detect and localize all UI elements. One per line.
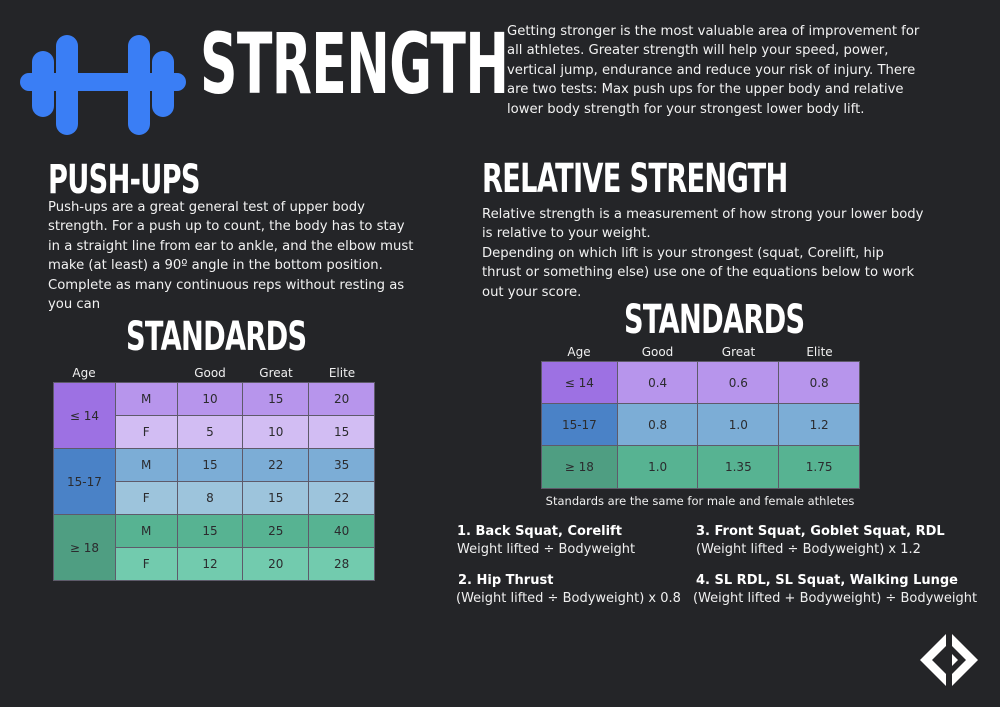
equation-title: 4. SL RDL, SL Squat, Walking Lunge — [696, 573, 958, 588]
elite-cell: 1.75 — [778, 445, 860, 489]
relative-title: RELATIVE STRENGTH — [482, 156, 788, 202]
equation-title: 1. Back Squat, Corelift — [457, 524, 622, 539]
good-cell: 10 — [176, 382, 244, 416]
elite-cell: 35 — [308, 448, 375, 482]
elite-cell: 1.2 — [778, 403, 860, 446]
relative-col-elite: Elite — [806, 345, 833, 359]
good-cell: 5 — [176, 415, 244, 449]
elite-cell: 28 — [308, 547, 375, 581]
equation-title: 2. Hip Thrust — [458, 573, 554, 588]
pushups-standards-table: ≤ 14 M 10 15 20 F 5 10 15 15-17 M 15 22 … — [53, 382, 375, 581]
elite-cell: 22 — [308, 481, 375, 515]
age-cell: ≤ 14 — [53, 382, 116, 449]
sex-cell: F — [114, 547, 178, 581]
relative-col-good: Good — [641, 345, 674, 359]
table-row: ≤ 14 0.4 0.6 0.8 — [541, 361, 860, 404]
pushups-col-age: Age — [72, 366, 96, 380]
elite-cell: 15 — [308, 415, 375, 449]
great-cell: 22 — [242, 448, 310, 482]
table-row: 15-17 0.8 1.0 1.2 — [541, 403, 860, 446]
equation-4: 4. SL RDL, SL Squat, Walking Lunge (Weig… — [693, 573, 977, 606]
relative-description-2: Depending on which lift is your stronges… — [482, 246, 915, 300]
pushups-description: Push-ups are a great general test of upp… — [48, 200, 414, 313]
pushups-standards-title: STANDARDS — [126, 314, 307, 360]
equation-1: 1. Back Squat, Corelift Weight lifted ÷ … — [457, 524, 635, 557]
great-cell: 25 — [242, 514, 310, 548]
great-cell: 1.35 — [697, 445, 780, 489]
sex-cell: M — [114, 448, 178, 482]
table-row: ≤ 14 M 10 15 20 — [53, 382, 375, 449]
relative-standards-title: STANDARDS — [624, 297, 805, 343]
good-cell: 12 — [176, 547, 244, 581]
pushups-col-great: Great — [259, 366, 293, 380]
intro-text: Getting stronger is the most valuable ar… — [507, 24, 920, 117]
table-row: ≥ 18 1.0 1.35 1.75 — [541, 445, 860, 489]
good-cell: 1.0 — [616, 445, 699, 489]
great-cell: 20 — [242, 547, 310, 581]
great-cell: 10 — [242, 415, 310, 449]
equation-formula: (Weight lifted ÷ Bodyweight) x 0.8 — [456, 591, 681, 606]
age-cell: ≤ 14 — [541, 361, 618, 404]
sex-cell: F — [114, 481, 178, 515]
great-cell: 0.6 — [697, 361, 780, 404]
good-cell: 0.8 — [616, 403, 699, 446]
age-cell: 15-17 — [541, 403, 618, 446]
table-row: ≥ 18 M 15 25 40 — [53, 514, 375, 581]
elite-cell: 0.8 — [778, 361, 860, 404]
age-cell: ≥ 18 — [541, 445, 618, 489]
age-cell: ≥ 18 — [53, 514, 116, 581]
pushups-col-good: Good — [194, 366, 226, 380]
equation-formula: (Weight lifted + Bodyweight) ÷ Bodyweigh… — [693, 591, 978, 606]
great-cell: 15 — [242, 382, 310, 416]
sex-cell: M — [114, 382, 178, 416]
pushups-col-elite: Elite — [328, 366, 356, 380]
age-cell: 15-17 — [53, 448, 116, 515]
page-title: STRENGTH — [200, 15, 509, 113]
equation-title: 3. Front Squat, Goblet Squat, RDL — [696, 524, 945, 539]
great-cell: 1.0 — [697, 403, 780, 446]
equation-3: 3. Front Squat, Goblet Squat, RDL (Weigh… — [696, 524, 945, 557]
good-cell: 8 — [176, 481, 244, 515]
equation-2: 2. Hip Thrust (Weight lifted ÷ Bodyweigh… — [456, 573, 681, 606]
relative-standards-table: ≤ 14 0.4 0.6 0.8 15-17 0.8 1.0 1.2 ≥ 18 … — [541, 361, 860, 489]
sex-cell: F — [114, 415, 178, 449]
dumbbell-icon — [18, 33, 188, 137]
equation-formula: (Weight lifted ÷ Bodyweight) x 1.2 — [696, 542, 921, 557]
pushups-title: PUSH-UPS — [48, 157, 201, 203]
page-title-wrap: STRENGTH — [200, 14, 697, 114]
great-cell: 15 — [242, 481, 310, 515]
sex-cell: M — [114, 514, 178, 548]
good-cell: 15 — [176, 514, 244, 548]
standards-note: Standards are the same for male and fema… — [545, 494, 855, 508]
good-cell: 0.4 — [616, 361, 699, 404]
elite-cell: 20 — [308, 382, 375, 416]
table-row: 15-17 M 15 22 35 — [53, 448, 375, 515]
relative-description-1: Relative strength is a measurement of ho… — [482, 207, 924, 242]
brand-logo-icon — [918, 632, 980, 688]
equation-formula: Weight lifted ÷ Bodyweight — [457, 542, 636, 557]
elite-cell: 40 — [308, 514, 375, 548]
good-cell: 15 — [176, 448, 244, 482]
relative-col-age: Age — [567, 345, 591, 359]
relative-col-great: Great — [721, 345, 756, 359]
